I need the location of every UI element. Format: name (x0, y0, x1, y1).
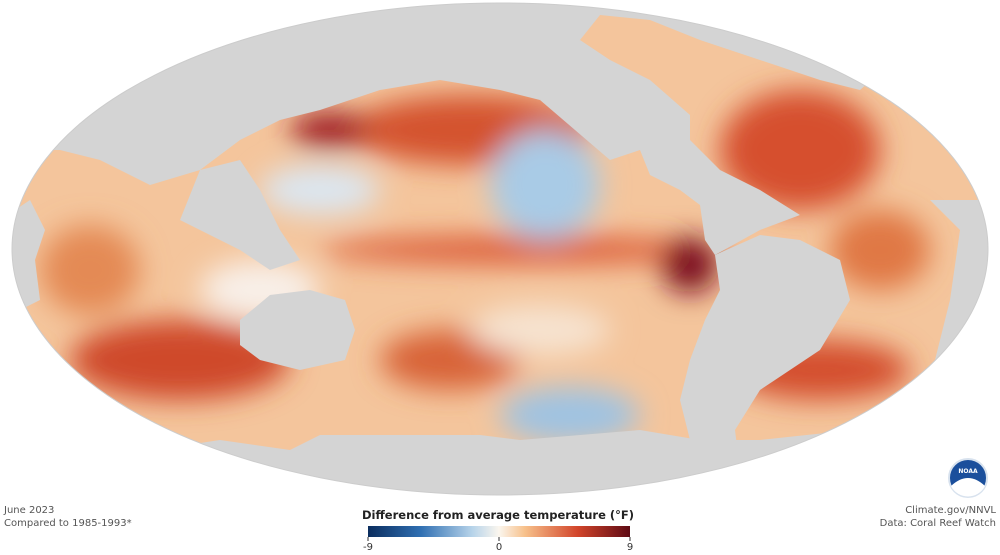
credit: Climate.gov/NNVL (905, 505, 996, 516)
globe (12, 3, 988, 495)
date: June 2023 (3, 505, 54, 516)
legend: Difference from average temperature (°F)… (362, 508, 634, 553)
globe-outline (11, 2, 989, 496)
asia (180, 160, 300, 270)
source: Data: Coral Reef Watch (880, 518, 996, 529)
logo-wave (951, 478, 985, 497)
africa-west (12, 200, 45, 320)
legend-title: Difference from average temperature (°F) (362, 508, 634, 522)
color-scale (368, 526, 630, 537)
australia (240, 290, 355, 370)
north-america (540, 40, 800, 255)
scale-tick-label: 9 (627, 542, 633, 553)
baseline: Compared to 1985-1993* (4, 518, 132, 529)
scale-tick-label: -9 (363, 542, 373, 553)
south-america (680, 235, 850, 470)
arctic-eurasia (12, 3, 988, 185)
logo-text: NOAA (958, 468, 978, 475)
scale-tick-label: 0 (496, 542, 502, 553)
noaa-logo: NOAA (948, 458, 988, 498)
